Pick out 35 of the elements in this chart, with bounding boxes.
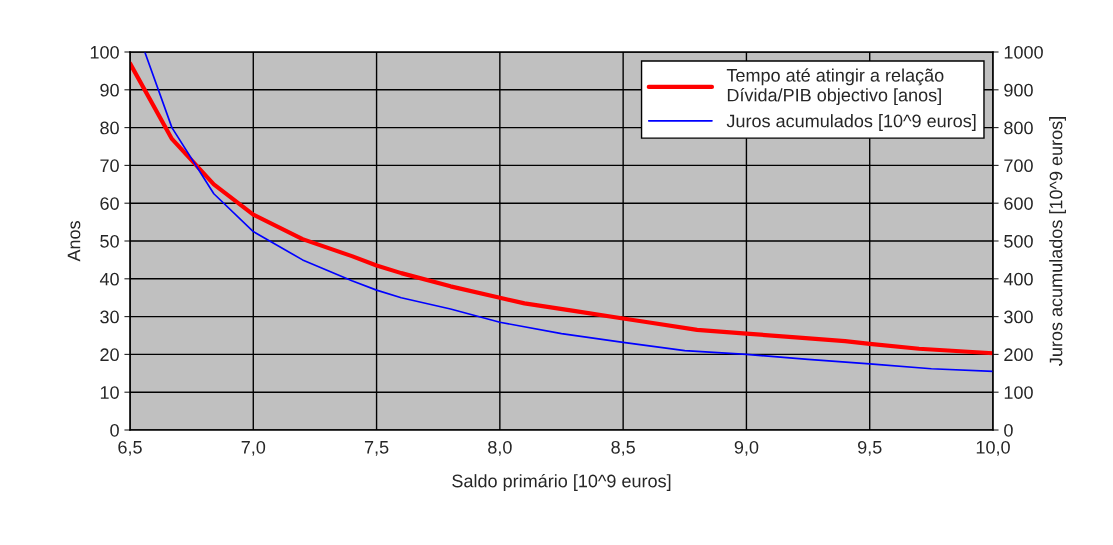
x-tick-label: 7,5	[364, 441, 389, 456]
y2-tick-label: 100	[1004, 386, 1033, 399]
y2-tick-label: 500	[1004, 234, 1033, 248]
x-tick-label: 7,0	[241, 440, 266, 456]
x-axis-title: Saldo primário [10^9 euros]	[452, 473, 671, 491]
x-tick-label: 9,5	[858, 440, 882, 456]
x-tick-label: 8,0	[488, 440, 512, 456]
y-tick-label: 60	[100, 197, 119, 210]
x-tick-label: 6,5	[118, 440, 142, 456]
legend-label: Juros acumulados [10^9 euros]	[726, 114, 976, 131]
x-tick-label: 8,5	[611, 440, 635, 456]
y-tick-label: 10	[100, 386, 119, 399]
y-tick-label: 90	[100, 83, 119, 97]
y2-tick-label: 200	[1004, 348, 1033, 362]
y2-tick-label: 1000	[1004, 45, 1043, 59]
y2-tick-label: 300	[1004, 310, 1033, 324]
y-tick-label: 0	[110, 423, 119, 437]
y2-tick-label: 0	[1004, 423, 1013, 437]
y-tick-label: 100	[90, 45, 119, 59]
y2-tick-label: 400	[1003, 272, 1033, 286]
y2-tick-label: 900	[1004, 83, 1033, 97]
y-tick-label: 20	[100, 348, 119, 362]
x-tick-label: 10,0	[976, 440, 1010, 456]
legend-label: Tempo até atingir a relação Dívida/PIB objectivo [anos]	[726, 68, 944, 106]
y-tick-label: 50	[100, 234, 119, 248]
y-tick-label: 80	[100, 121, 119, 135]
y-axis-title: Anos	[67, 221, 81, 262]
x-tick-label: 9,0	[734, 440, 759, 456]
y2-tick-label: 600	[1004, 197, 1033, 210]
y2-axis-title: Juros acumulados [10^9 euros]	[1049, 117, 1066, 366]
y2-tick-label: 700	[1004, 159, 1033, 173]
y-tick-label: 40	[99, 272, 119, 286]
y-tick-label: 30	[100, 310, 119, 324]
y-tick-label: 70	[100, 159, 119, 173]
y2-tick-label: 800	[1004, 121, 1033, 135]
